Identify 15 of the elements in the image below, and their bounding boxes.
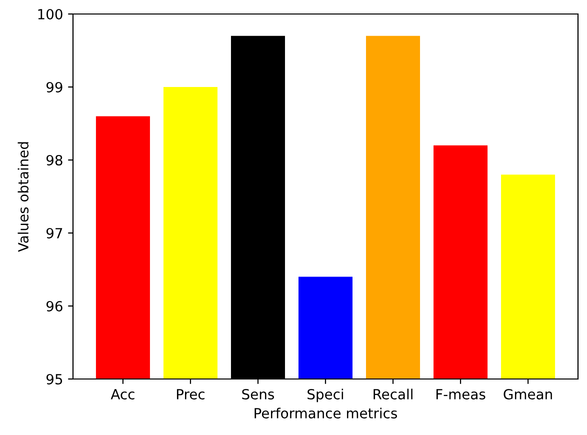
x-tick-label: Prec — [176, 389, 204, 400]
y-tick-label: 100 — [38, 8, 62, 20]
x-tick-label: Gmean — [504, 388, 552, 400]
x-tick-label: Sens — [242, 388, 274, 400]
x-tick-label: Recall — [374, 388, 412, 400]
y-tick-label: 99 — [46, 82, 62, 92]
y-tick-label: 97 — [46, 228, 62, 238]
y-tick-label: 96 — [46, 300, 62, 312]
x-tick-label: Speci — [308, 388, 344, 402]
x-tick-label: F-meas — [436, 389, 486, 400]
y-tick-label: 98 — [46, 154, 62, 166]
y-axis-title: Values obtained — [18, 142, 29, 252]
x-axis-title: Performance metrics — [254, 408, 398, 418]
x-tick-label: Acc — [110, 389, 134, 400]
y-tick-label: 95 — [46, 374, 62, 384]
